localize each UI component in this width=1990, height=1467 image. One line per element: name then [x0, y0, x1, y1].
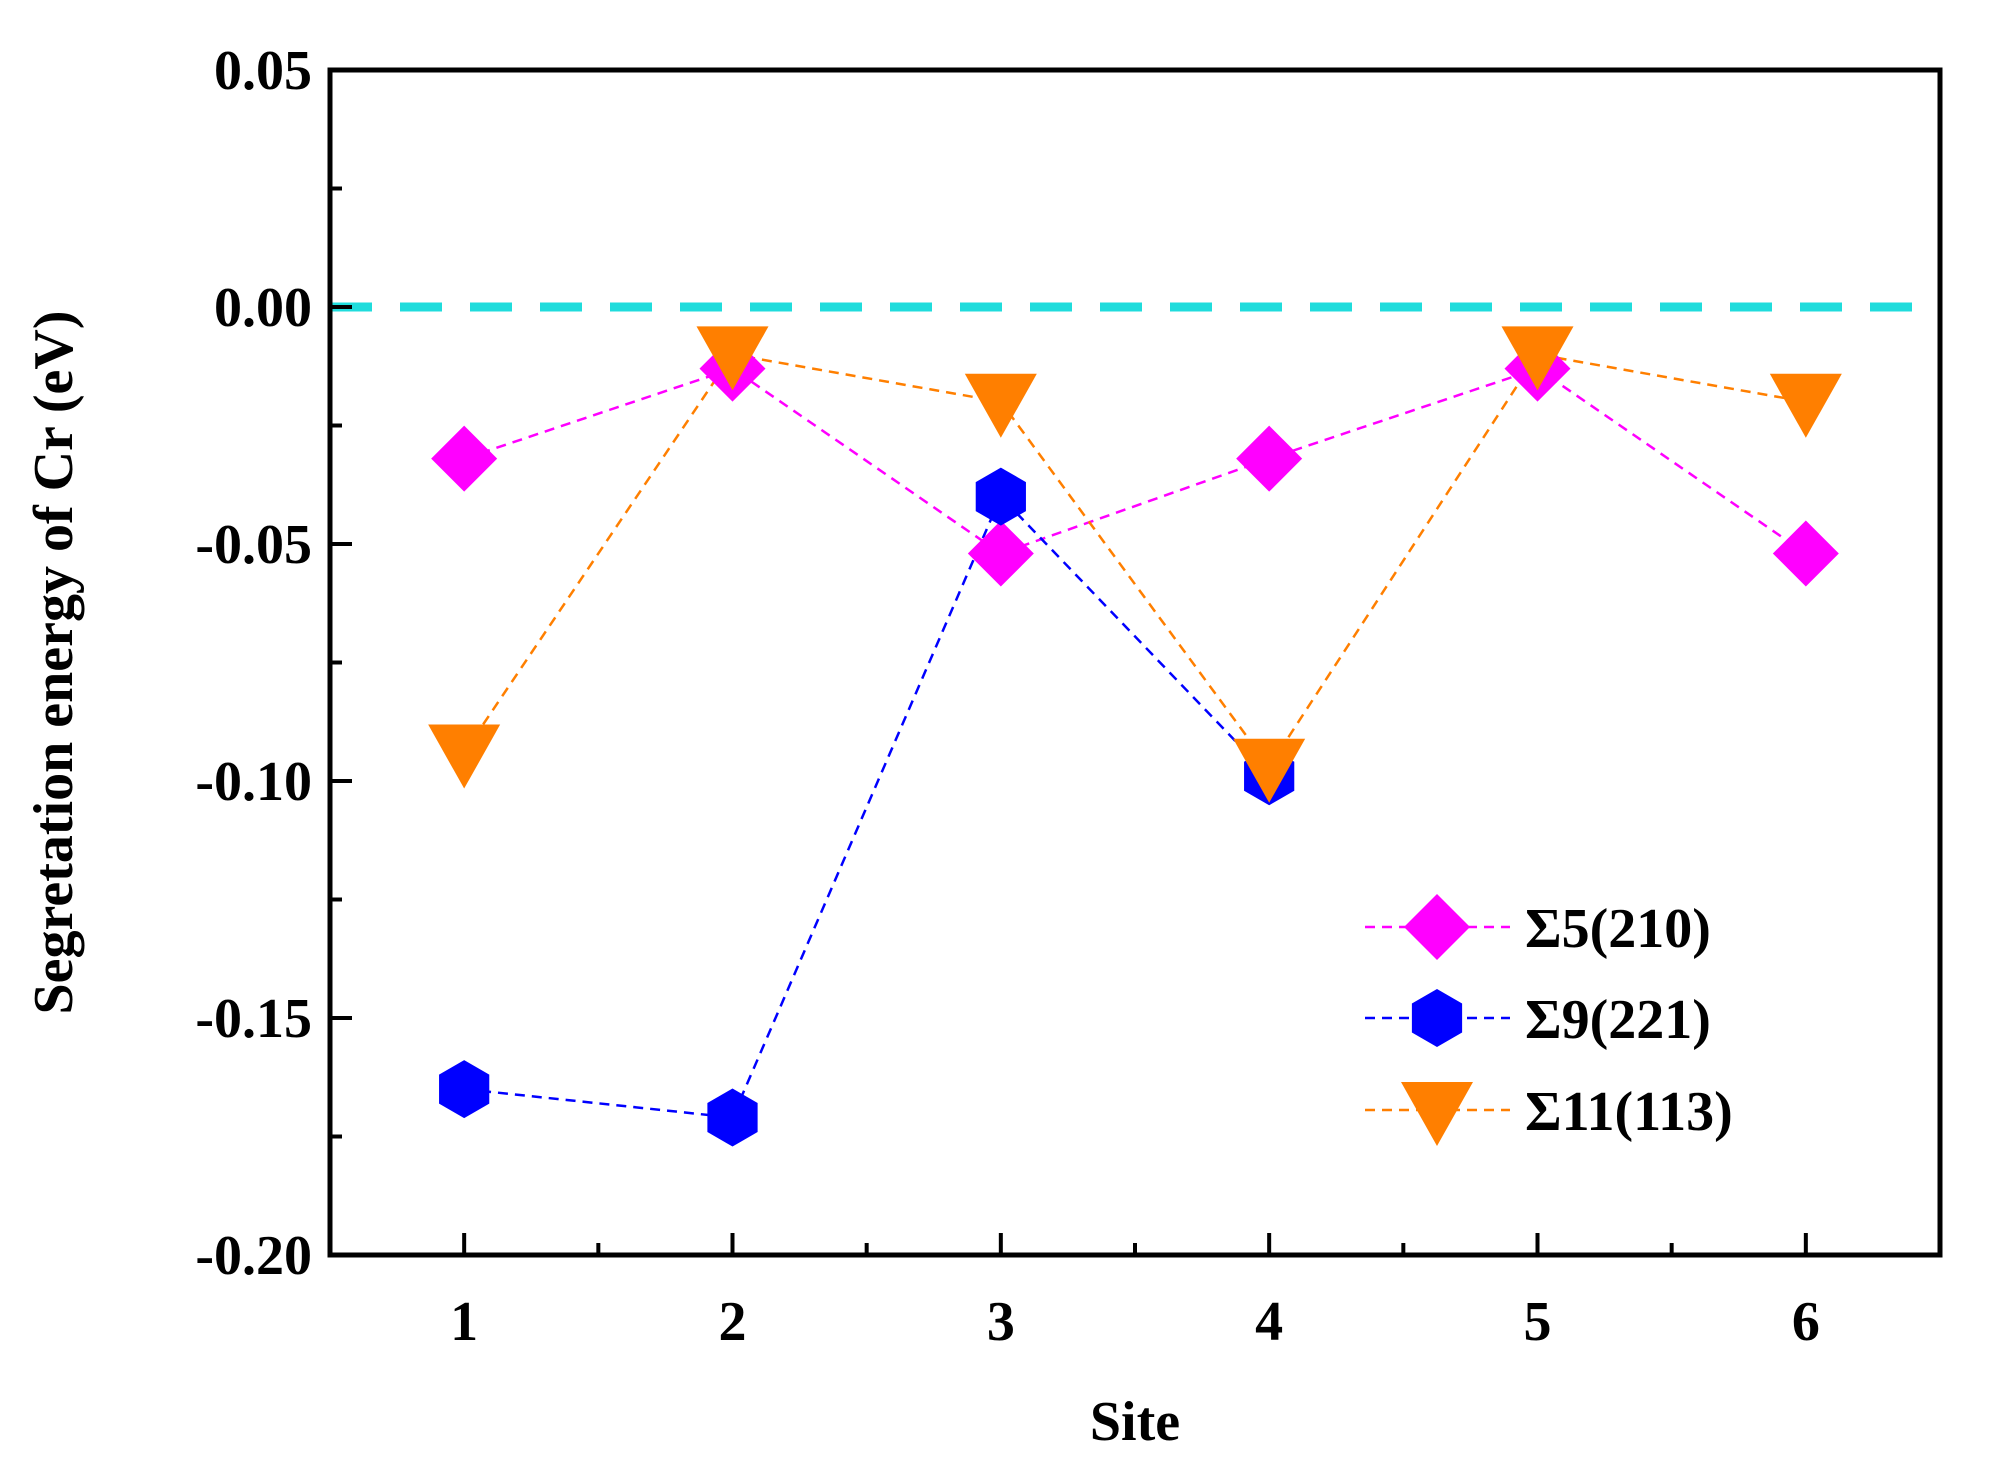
y-tick-label: -0.10 — [195, 751, 312, 813]
legend-marker-2 — [1411, 989, 1463, 1047]
data-point-series-3 — [696, 326, 769, 391]
series-line-1 — [463, 367, 1807, 555]
x-axis-title: Site — [1090, 1391, 1180, 1453]
data-point-series-3 — [1769, 373, 1842, 438]
legend-label-2: Σ9(221) — [1525, 989, 1711, 1051]
data-point-series-3 — [1233, 738, 1306, 803]
x-tick-label: 5 — [1524, 1291, 1552, 1353]
axis-ticks: -0.20 -0.15 -0.10 -0.05 0.00 0.05 1 2 3 4 5 6 — [195, 40, 1819, 1353]
data-point-series-2 — [439, 1060, 490, 1119]
data-point-series-3 — [964, 373, 1037, 438]
legend-label-1: Σ5(210) — [1525, 898, 1711, 960]
y-axis-title: Segretation energy of Cr (eV) — [23, 311, 85, 1015]
legend-marker-1 — [1404, 894, 1470, 960]
x-tick-label: 3 — [987, 1291, 1015, 1353]
plot-frame — [327, 67, 1943, 1258]
series-markers — [428, 326, 1842, 1147]
data-point-series-2 — [975, 467, 1026, 526]
data-point-series-1 — [967, 520, 1034, 587]
x-tick-label: 1 — [450, 1291, 478, 1353]
series-lines — [463, 353, 1807, 1119]
data-point-series-3 — [428, 724, 501, 789]
x-tick-label: 4 — [1255, 1291, 1283, 1353]
y-tick-label: 0.05 — [214, 40, 312, 102]
data-point-series-1 — [1236, 425, 1303, 492]
legend-marker-3 — [1401, 1082, 1473, 1146]
data-point-series-1 — [431, 425, 498, 492]
y-tick-label: -0.15 — [195, 988, 312, 1050]
data-point-series-1 — [1772, 520, 1839, 587]
legend-label-3: Σ11(113) — [1525, 1081, 1733, 1143]
data-point-series-3 — [1501, 326, 1574, 391]
y-tick-label: -0.20 — [195, 1225, 312, 1287]
x-tick-label: 2 — [719, 1291, 747, 1353]
series-line-2 — [464, 494, 1271, 1119]
y-tick-label: -0.05 — [195, 514, 312, 576]
y-tick-label: 0.00 — [214, 277, 312, 339]
x-tick-label: 6 — [1792, 1291, 1820, 1353]
series-line-3 — [463, 353, 1807, 769]
data-point-series-2 — [707, 1088, 758, 1147]
legend: Σ5(210) Σ9(221) Σ11(113) — [1365, 894, 1733, 1146]
